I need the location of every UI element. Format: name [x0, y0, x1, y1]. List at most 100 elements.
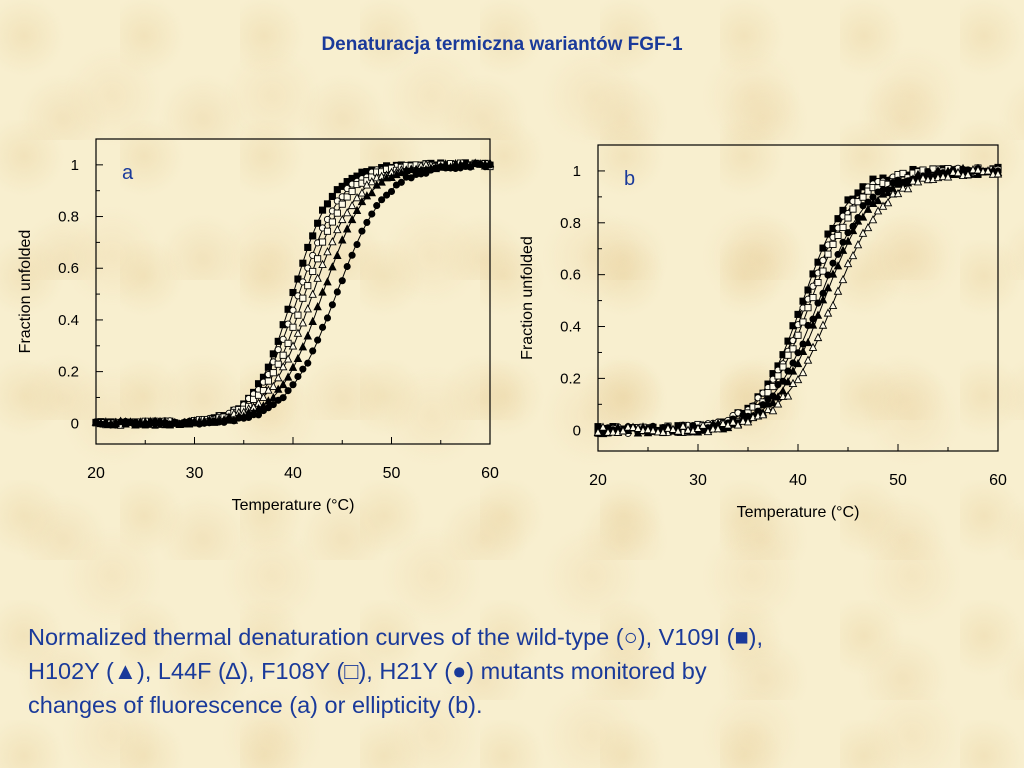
data-point [309, 267, 317, 275]
data-point [943, 172, 953, 181]
data-point [304, 282, 312, 290]
data-point [323, 200, 332, 208]
data-point [323, 277, 332, 286]
data-point [318, 323, 327, 331]
data-point [283, 354, 293, 363]
data-point [378, 196, 386, 204]
data-point [342, 224, 352, 233]
data-point [963, 169, 973, 179]
data-point [299, 259, 307, 267]
data-point [843, 258, 853, 268]
series-filled-square [594, 163, 1002, 436]
data-point [259, 392, 268, 401]
data-point [274, 346, 282, 354]
data-point [818, 295, 828, 304]
data-point [309, 347, 317, 355]
data-point [304, 359, 312, 367]
data-point [338, 277, 346, 285]
data-point [264, 404, 272, 412]
data-point [314, 255, 322, 263]
data-point [387, 187, 396, 196]
data-point [278, 362, 288, 371]
data-point [668, 424, 678, 433]
data-point [883, 197, 893, 207]
data-point [303, 331, 313, 340]
caption-line-3: changes of fluorescence (a) or elliptici… [28, 692, 483, 718]
data-point [338, 214, 347, 224]
series-filled-circle [594, 165, 1002, 437]
data-point [788, 366, 798, 375]
data-point [953, 168, 963, 177]
data-point [279, 394, 287, 402]
data-point [319, 238, 327, 246]
data-point [623, 422, 633, 431]
data-point [289, 323, 297, 331]
data-point [309, 232, 317, 240]
data-point [358, 227, 366, 235]
data-point [849, 205, 857, 213]
data-point [783, 391, 793, 400]
data-point [368, 210, 376, 218]
data-point [323, 314, 332, 322]
data-point [839, 223, 847, 231]
data-point [598, 422, 608, 431]
data-point [648, 425, 658, 435]
data-point [338, 200, 346, 208]
y-tick-label: 0 [573, 422, 581, 439]
y-axis-label: Fraction unfolded [519, 236, 536, 360]
data-point [333, 209, 341, 217]
data-point [308, 289, 317, 298]
data-point [269, 381, 278, 390]
data-point [824, 250, 832, 258]
data-point [923, 174, 933, 184]
data-point [794, 310, 802, 318]
data-point [293, 353, 303, 363]
data-point [422, 169, 430, 177]
data-point [819, 267, 827, 275]
data-point [373, 202, 381, 210]
data-point [328, 192, 336, 200]
series-open-circle [594, 164, 1002, 438]
data-point [278, 379, 288, 389]
data-point [779, 363, 787, 371]
data-point [803, 355, 813, 364]
slide-title: Denaturacja termiczna wariantów FGF-1 [321, 34, 683, 55]
x-tick-label: 40 [789, 472, 807, 489]
data-point [793, 374, 803, 384]
data-point [663, 423, 673, 432]
data-point [397, 178, 405, 186]
data-point [347, 200, 357, 210]
fit-curve [598, 170, 998, 431]
data-point [993, 169, 1003, 178]
data-point [643, 424, 653, 434]
data-point [673, 426, 683, 435]
y-tick-label: 0.6 [58, 260, 79, 277]
data-point [743, 417, 753, 426]
data-point [269, 369, 277, 377]
data-point [318, 259, 327, 269]
y-tick-label: 0.4 [58, 312, 79, 329]
data-point [254, 411, 263, 419]
data-point [718, 418, 728, 427]
data-point [838, 274, 848, 284]
data-point [868, 215, 878, 224]
data-point [808, 320, 818, 329]
x-tick-label: 60 [989, 472, 1007, 489]
data-point [698, 420, 708, 429]
data-point [898, 183, 908, 192]
data-point [838, 245, 848, 254]
data-point [818, 320, 828, 329]
data-point [799, 318, 807, 326]
data-point [789, 345, 797, 353]
y-tick-label: 0.6 [560, 267, 581, 284]
data-point [313, 273, 322, 282]
data-point [819, 244, 827, 252]
data-point [844, 214, 852, 222]
data-point [859, 193, 867, 201]
caption-line-2: H102Y (▲), L44F (∆), F108Y (□), H21Y (●)… [28, 658, 707, 684]
x-tick-label: 40 [284, 465, 302, 482]
data-point [304, 243, 312, 251]
data-point [854, 189, 862, 197]
x-tick-label: 20 [87, 465, 105, 482]
data-point [628, 422, 638, 431]
